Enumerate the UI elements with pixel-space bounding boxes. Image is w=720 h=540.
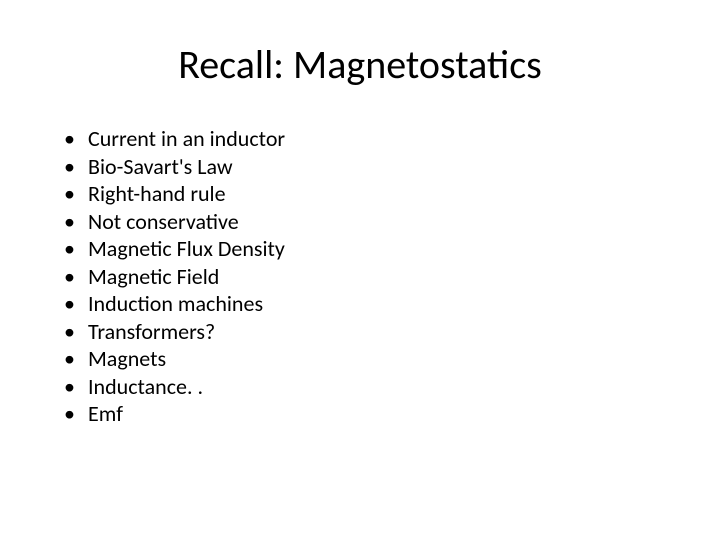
list-item: Induction machines	[64, 290, 670, 318]
list-item: Transformers?	[64, 318, 670, 346]
list-item: Right-hand rule	[64, 180, 670, 208]
slide-container: Recall: Magnetostatics Current in an ind…	[0, 0, 720, 540]
list-item: Emf	[64, 400, 670, 428]
list-item: Bio-Savart's Law	[64, 153, 670, 181]
list-item: Magnetic Flux Density	[64, 235, 670, 263]
list-item: Magnetic Field	[64, 263, 670, 291]
list-item: Current in an inductor	[64, 125, 670, 153]
bullet-list: Current in an inductor Bio-Savart's Law …	[50, 125, 670, 428]
list-item: Magnets	[64, 345, 670, 373]
slide-title: Recall: Magnetostatics	[50, 40, 670, 89]
list-item: Inductance. .	[64, 373, 670, 401]
list-item: Not conservative	[64, 208, 670, 236]
